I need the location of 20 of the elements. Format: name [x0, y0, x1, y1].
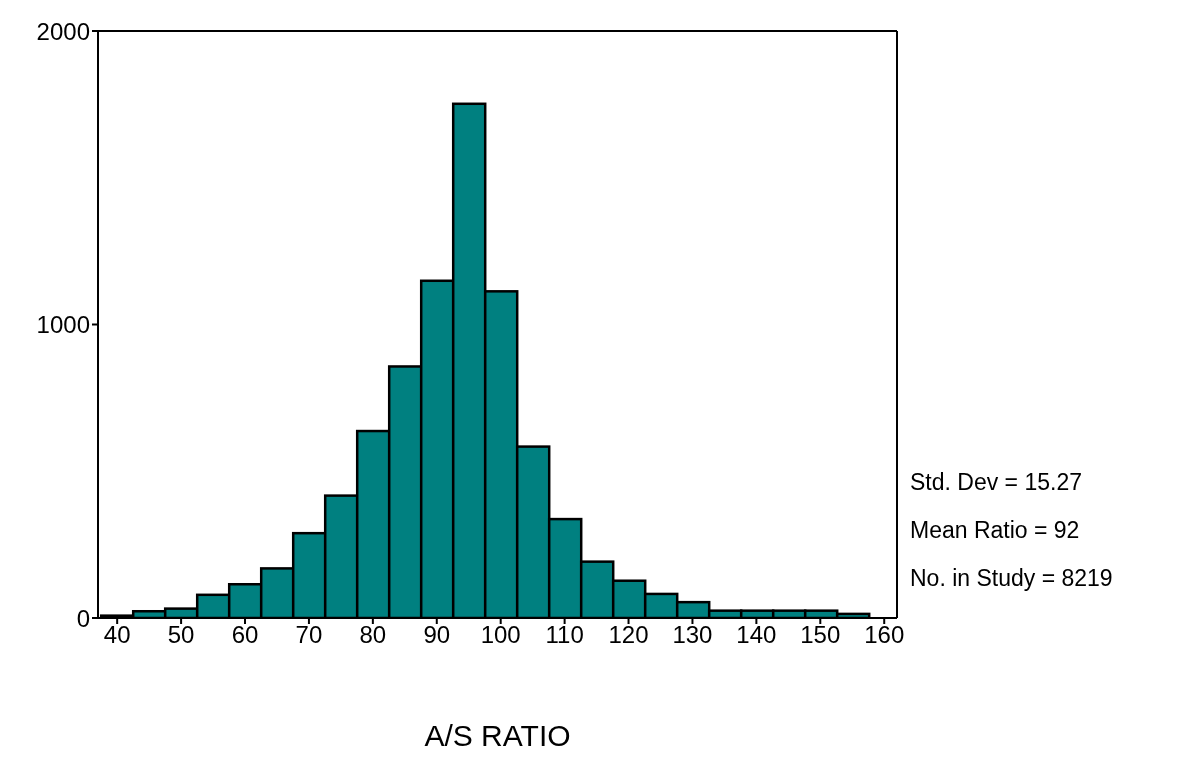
x-tick-label: 140: [736, 621, 777, 649]
x-tick-label: 150: [800, 621, 841, 649]
x-tick-label: 50: [167, 621, 195, 649]
x-tick-label: 100: [480, 621, 521, 649]
x-tick-label: 110: [545, 621, 584, 649]
x-tick-label: 70: [295, 621, 323, 649]
x-tick-label: 160: [864, 621, 905, 649]
x-tick-label: 120: [608, 621, 649, 649]
text: Std. Dev = 15.27: [910, 468, 1083, 497]
x-tick-label: 40: [103, 621, 131, 649]
x-tick-label: 90: [423, 621, 451, 649]
x-axis-title: A/S RATIO: [424, 719, 571, 752]
y-tick-label: 0: [76, 604, 90, 632]
x-tick-label: 60: [231, 621, 259, 649]
y-tick-label: 2000: [36, 17, 90, 45]
text: Mean Ratio = 92: [910, 516, 1081, 545]
x-tick-label: 80: [359, 621, 387, 649]
x-tick-label: 130: [672, 621, 713, 649]
y-tick-label: 1000: [36, 311, 90, 339]
text: No. in Study = 8219: [910, 564, 1113, 593]
